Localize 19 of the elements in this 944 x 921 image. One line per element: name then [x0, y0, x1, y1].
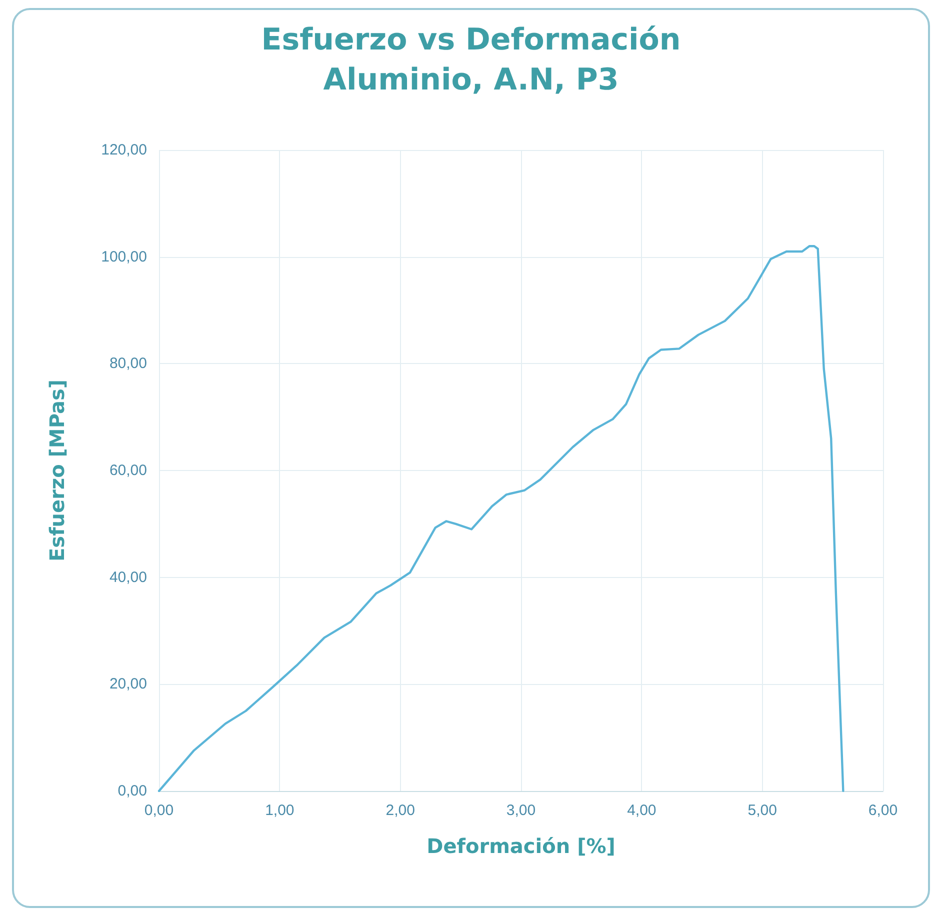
- x-tick-label: 4,00: [627, 802, 656, 819]
- x-tick-label: 3,00: [506, 802, 536, 819]
- x-tick-label: 2,00: [386, 802, 415, 819]
- x-tick-label: 0,00: [144, 802, 174, 819]
- y-tick-label: 80,00: [109, 355, 147, 372]
- y-axis-title: Esfuerzo [MPas]: [45, 380, 69, 562]
- y-tick-label: 0,00: [118, 782, 147, 800]
- y-tick-label: 120,00: [101, 142, 147, 158]
- x-tick-label: 1,00: [265, 802, 294, 819]
- y-tick-label: 20,00: [109, 676, 147, 693]
- x-tick-label: 5,00: [748, 802, 777, 819]
- x-axis-title: Deformación [%]: [426, 834, 616, 858]
- line-series: [158, 245, 844, 792]
- y-tick-label: 40,00: [109, 568, 147, 586]
- x-tick-label: 6,00: [868, 802, 898, 819]
- y-tick-label: 60,00: [109, 462, 147, 479]
- y-tick-label: 100,00: [101, 248, 147, 266]
- chart-subtitle: Aluminio, A.N, P3: [323, 62, 619, 98]
- chart-title: Esfuerzo vs Deformación: [261, 22, 681, 58]
